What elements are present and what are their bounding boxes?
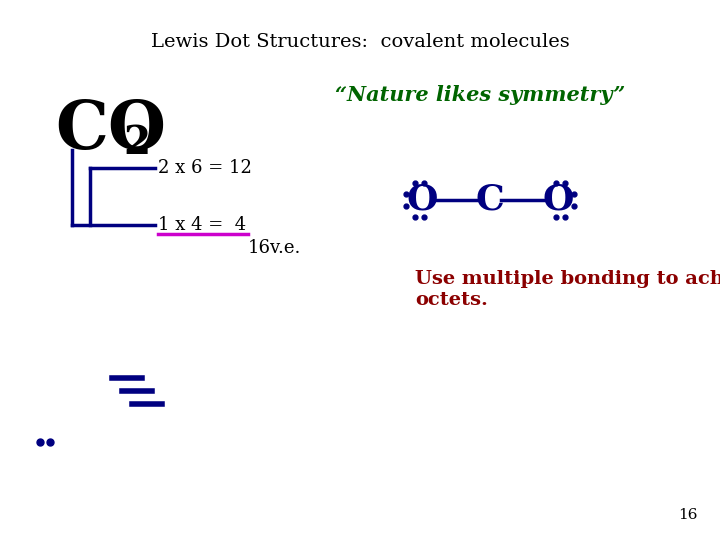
- Text: O: O: [406, 183, 438, 217]
- Text: O: O: [542, 183, 574, 217]
- Text: CO: CO: [55, 98, 166, 163]
- Text: 2: 2: [123, 124, 150, 162]
- Text: 2 x 6 = 12: 2 x 6 = 12: [158, 159, 252, 177]
- Text: C: C: [476, 183, 505, 217]
- Text: “Nature likes symmetry”: “Nature likes symmetry”: [335, 85, 625, 105]
- Text: Lewis Dot Structures:  covalent molecules: Lewis Dot Structures: covalent molecules: [150, 33, 570, 51]
- Text: 16v.e.: 16v.e.: [248, 239, 302, 257]
- Text: 16: 16: [678, 508, 698, 522]
- Text: 1 x 4 =  4: 1 x 4 = 4: [158, 216, 246, 234]
- Text: Use multiple bonding to achieve
octets.: Use multiple bonding to achieve octets.: [415, 270, 720, 309]
